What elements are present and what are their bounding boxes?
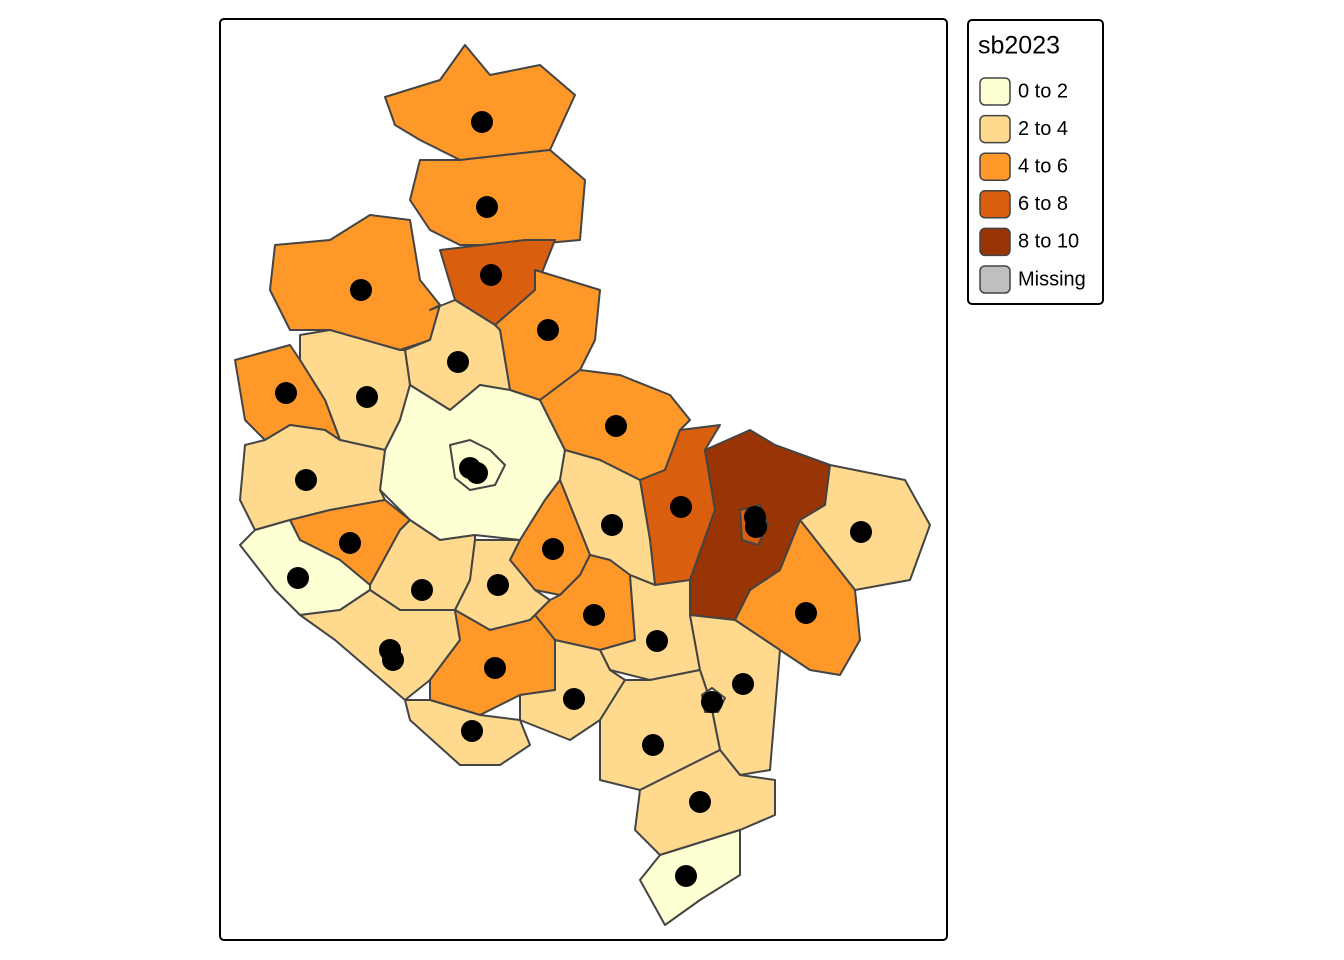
centroid-dot — [339, 532, 361, 554]
legend-label: 2 to 4 — [1018, 118, 1068, 140]
centroid-dot — [601, 514, 623, 536]
region — [384, 44, 576, 161]
centroid-dot — [732, 673, 754, 695]
legend-title: sb2023 — [978, 32, 1060, 60]
centroid-dot — [447, 351, 469, 373]
centroid-dot — [605, 415, 627, 437]
centroid-dot — [675, 865, 697, 887]
centroid-dot — [382, 649, 404, 671]
centroid-dot — [275, 382, 297, 404]
legend-swatch — [979, 265, 1011, 294]
region — [599, 574, 701, 681]
legend-label: 0 to 2 — [1018, 80, 1068, 102]
centroid-dot — [850, 521, 872, 543]
centroid-dot — [795, 602, 817, 624]
centroid-dot — [701, 691, 723, 713]
centroid-dot — [287, 567, 309, 589]
centroid-dot — [487, 574, 509, 596]
centroid-dot — [642, 734, 664, 756]
legend-swatch — [979, 77, 1011, 106]
legend-swatch — [979, 227, 1011, 257]
centroid-dot — [480, 264, 502, 286]
centroid-dot — [537, 319, 559, 341]
centroid-dot — [484, 657, 506, 679]
centroid-dot — [411, 579, 433, 601]
centroid-dot — [350, 279, 372, 301]
region — [409, 149, 586, 246]
centroid-dot — [646, 630, 668, 652]
legend-swatch — [979, 152, 1011, 181]
centroid-dot — [461, 720, 483, 742]
region — [599, 669, 721, 791]
centroid-dot — [542, 538, 564, 560]
centroid-dot — [583, 604, 605, 626]
centroid-dot — [689, 791, 711, 813]
centroid-dot — [471, 111, 493, 133]
centroid-dot — [563, 688, 585, 710]
centroid-dot — [476, 196, 498, 218]
centroids — [275, 111, 872, 887]
legend-label: 8 to 10 — [1018, 231, 1079, 253]
legend-label: Missing — [1018, 268, 1086, 290]
centroid-dot — [356, 386, 378, 408]
centroid-dot — [295, 469, 317, 491]
centroid-dot — [466, 462, 488, 484]
legend-swatch — [979, 114, 1011, 144]
legend-label: 6 to 8 — [1018, 193, 1068, 215]
legend-swatch — [979, 190, 1011, 219]
legend-items: 0 to 2 2 to 4 4 to 6 6 to 8 8 to 10 Missing — [979, 77, 1086, 294]
legend-label: 4 to 6 — [1018, 155, 1068, 177]
centroid-dot — [745, 516, 767, 538]
centroid-dot — [670, 496, 692, 518]
